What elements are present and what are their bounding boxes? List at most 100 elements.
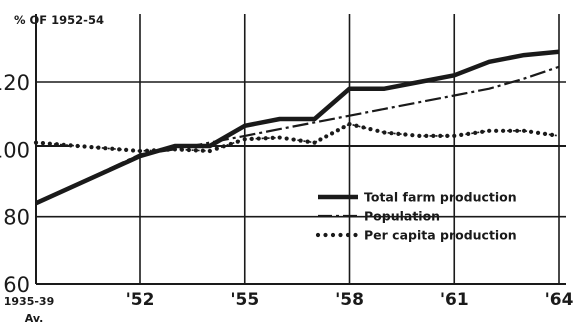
series-dot <box>130 148 136 153</box>
series-dot <box>82 144 87 149</box>
series-dot <box>341 125 346 130</box>
series-dot <box>172 147 178 152</box>
series-dot <box>200 148 205 153</box>
legend: Total farm production Population Per capit… <box>315 190 517 243</box>
series-dot <box>459 132 464 137</box>
series-dot <box>382 130 387 135</box>
series-dot <box>89 144 94 150</box>
series-dot <box>214 146 219 151</box>
series-dot <box>228 141 233 147</box>
legend-swatch-dot <box>353 232 358 238</box>
series-dot <box>368 127 373 132</box>
x-tick-label: '58 <box>335 290 364 310</box>
y-tick-label: 80 <box>3 206 30 230</box>
legend-swatch-dot <box>345 232 351 238</box>
series-dot <box>403 132 408 137</box>
y-axis-label: % OF 1952-54 <box>14 13 104 27</box>
series-dot <box>312 140 317 145</box>
series-dot <box>480 129 485 134</box>
series-dot <box>549 132 555 137</box>
series-dot <box>417 133 422 138</box>
series-dot <box>263 136 268 141</box>
series-dot <box>389 131 394 136</box>
series-dot <box>40 141 46 146</box>
series-dot <box>33 140 39 145</box>
legend-swatch-dot <box>323 232 328 238</box>
series-dot <box>124 147 129 152</box>
x-tick-labels: '52 '55 '58 '61 '64 1935-39 Av. <box>4 290 574 325</box>
y-tick-label: 120 <box>0 71 30 95</box>
y-tick-label: 100 <box>0 138 30 162</box>
series-dot <box>235 139 240 144</box>
series-dot <box>242 137 247 142</box>
series-dot <box>165 147 171 152</box>
series-dot <box>410 133 415 138</box>
x-tick-label-base: 1935-39 <box>4 295 55 308</box>
series-dot <box>193 148 198 153</box>
series-dot <box>284 136 289 141</box>
series-dot <box>361 125 366 130</box>
series-group <box>33 49 560 206</box>
series-dot <box>151 148 157 153</box>
series-dot <box>68 143 73 148</box>
legend-swatch-dot <box>330 232 336 238</box>
series-dot <box>179 147 184 152</box>
legend-swatch-dot <box>338 232 343 238</box>
series-dot <box>270 135 275 140</box>
series-dot <box>256 136 261 141</box>
series-dot <box>110 146 115 151</box>
legend-label-2: Per capita production <box>364 228 517 243</box>
series-dot <box>487 128 492 133</box>
series-dot <box>396 131 401 136</box>
x-tick-label-base-line2: Av. <box>25 312 44 325</box>
series-dot <box>445 133 450 138</box>
series-dot <box>528 129 534 134</box>
y-tick-label: 60 <box>3 273 30 297</box>
series-dot <box>144 148 150 153</box>
series-dot <box>324 134 329 139</box>
series-dot <box>347 121 352 127</box>
x-tick-label: '61 <box>440 290 469 310</box>
series-dot <box>375 128 380 133</box>
series-line-1 <box>35 65 560 205</box>
series-dot <box>75 143 80 149</box>
series-dot <box>535 130 541 135</box>
series-dot <box>521 128 527 133</box>
series-dot <box>96 145 101 150</box>
y-tick-labels: 60 80 100 120 <box>0 71 30 297</box>
series-dot <box>438 133 443 138</box>
series-dot <box>424 133 429 138</box>
x-tick-label: '52 <box>126 290 155 310</box>
series-dot <box>508 128 513 133</box>
series-dot <box>249 136 254 141</box>
series-dot <box>61 142 66 147</box>
series-line-0 <box>35 49 560 206</box>
grid <box>35 14 566 285</box>
series-dot <box>354 123 359 128</box>
legend-swatch-dot <box>315 232 321 238</box>
series-dot <box>186 147 191 153</box>
series-dot <box>103 146 108 151</box>
series-dot <box>137 148 143 154</box>
series-dot <box>515 128 520 133</box>
series-dot <box>452 133 457 138</box>
series-dot <box>117 147 122 152</box>
x-tick-label: '55 <box>230 290 259 310</box>
series-dot <box>329 131 335 136</box>
x-tick-label: '64 <box>545 290 574 310</box>
series-dot <box>431 133 436 138</box>
series-dot <box>473 130 478 135</box>
series-dot <box>542 131 548 136</box>
series-dot <box>494 128 499 133</box>
series-dot <box>221 144 226 149</box>
series-dot <box>305 139 310 144</box>
series-dot <box>291 137 296 142</box>
series-dot <box>277 135 282 140</box>
series-dot <box>318 137 323 142</box>
series-dot <box>335 128 340 133</box>
series-dot <box>54 142 59 147</box>
legend-label-1: Population <box>364 209 440 224</box>
series-dot <box>158 147 164 153</box>
series-dot <box>298 138 303 143</box>
